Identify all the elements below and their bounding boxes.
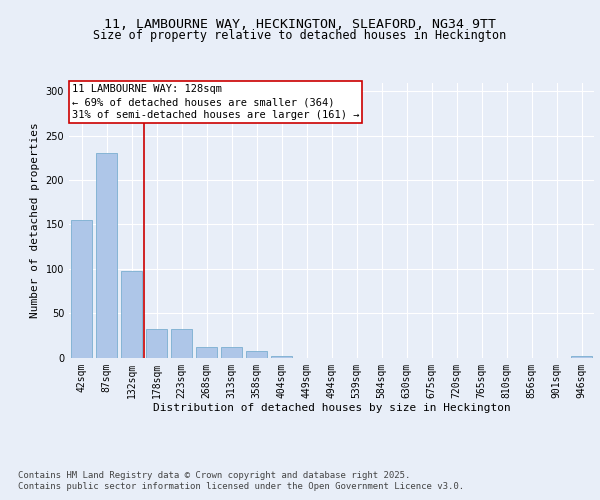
Y-axis label: Number of detached properties: Number of detached properties [30,122,40,318]
Bar [146,329,167,358]
Text: 11, LAMBOURNE WAY, HECKINGTON, SLEAFORD, NG34 9TT: 11, LAMBOURNE WAY, HECKINGTON, SLEAFORD,… [104,18,496,30]
X-axis label: Distribution of detached houses by size in Heckington: Distribution of detached houses by size … [152,403,511,413]
Bar [271,356,292,358]
Text: Contains HM Land Registry data © Crown copyright and database right 2025.: Contains HM Land Registry data © Crown c… [18,471,410,480]
Bar [571,356,592,358]
Bar [71,220,92,358]
Bar [221,347,242,358]
Text: 11 LAMBOURNE WAY: 128sqm
← 69% of detached houses are smaller (364)
31% of semi-: 11 LAMBOURNE WAY: 128sqm ← 69% of detach… [71,84,359,120]
Text: Size of property relative to detached houses in Heckington: Size of property relative to detached ho… [94,29,506,42]
Bar [171,329,192,358]
Bar [246,352,267,358]
Bar [196,347,217,358]
Bar [121,272,142,358]
Bar [96,154,117,358]
Text: Contains public sector information licensed under the Open Government Licence v3: Contains public sector information licen… [18,482,464,491]
